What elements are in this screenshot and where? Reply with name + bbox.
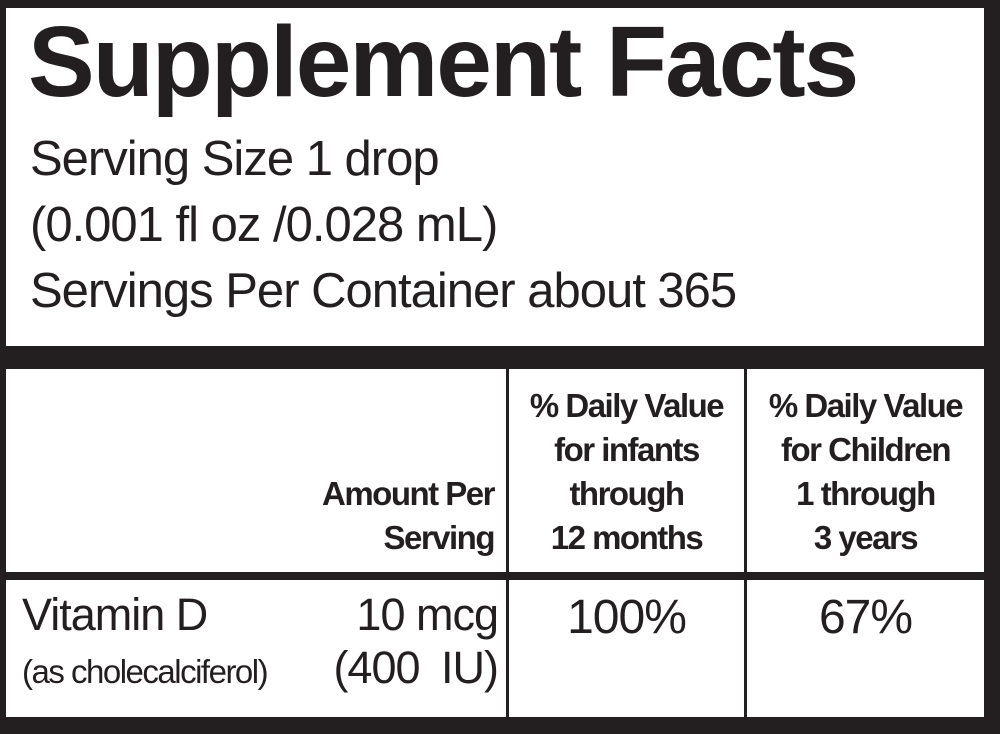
servings-per-container-line: Servings Per Container about 365 — [30, 264, 737, 318]
nutrient-cell-vitamin-d: Vitamin D 10 mcg (as cholecalciferol) (4… — [6, 580, 506, 717]
header-line: 12 months — [550, 519, 704, 556]
header-line: through — [569, 475, 685, 512]
header-divider — [6, 572, 984, 580]
header-dv-infants: % Daily Value for infants through 12 mon… — [506, 369, 744, 572]
header-dv-children: % Daily Value for Children 1 through 3 y… — [744, 369, 984, 572]
header-amount-per-serving: Amount Per Serving — [6, 369, 506, 572]
serving-info: Serving Size 1 drop (0.001 fl oz /0.028 … — [30, 126, 984, 324]
nutrient-amount-line: Vitamin D 10 mcg — [22, 588, 499, 642]
serving-size-line: Serving Size 1 drop — [30, 132, 440, 186]
facts-table: Amount Per Serving % Daily Value for inf… — [6, 369, 984, 717]
serving-volume-line: (0.001 fl oz /0.028 mL) — [30, 198, 498, 252]
dv-infants-value: 100% — [506, 580, 744, 717]
top-panel: Supplement Facts Serving Size 1 drop (0.… — [6, 8, 984, 346]
header-line: 1 through — [796, 475, 936, 512]
header-line: Amount Per — [321, 475, 496, 512]
dv-children-value: 67% — [744, 580, 984, 717]
header-line: Serving — [383, 519, 495, 556]
header-line: % Daily Value — [529, 387, 725, 424]
amount-value: 10 mcg — [356, 589, 499, 640]
facts-grid: Amount Per Serving % Daily Value for inf… — [6, 369, 984, 717]
header-line: 3 years — [813, 519, 919, 556]
nutrient-form: (as cholecalciferol) — [22, 653, 269, 690]
header-line: for Children — [781, 431, 952, 468]
header-line: for infants — [554, 431, 700, 468]
nutrient-name: Vitamin D — [22, 589, 208, 640]
nutrient-form-line: (as cholecalciferol) (400 IU) — [22, 642, 499, 698]
facts-title: Supplement Facts — [28, 6, 859, 118]
amount-iu: (400 IU) — [333, 642, 499, 693]
header-line: % Daily Value — [768, 387, 964, 424]
